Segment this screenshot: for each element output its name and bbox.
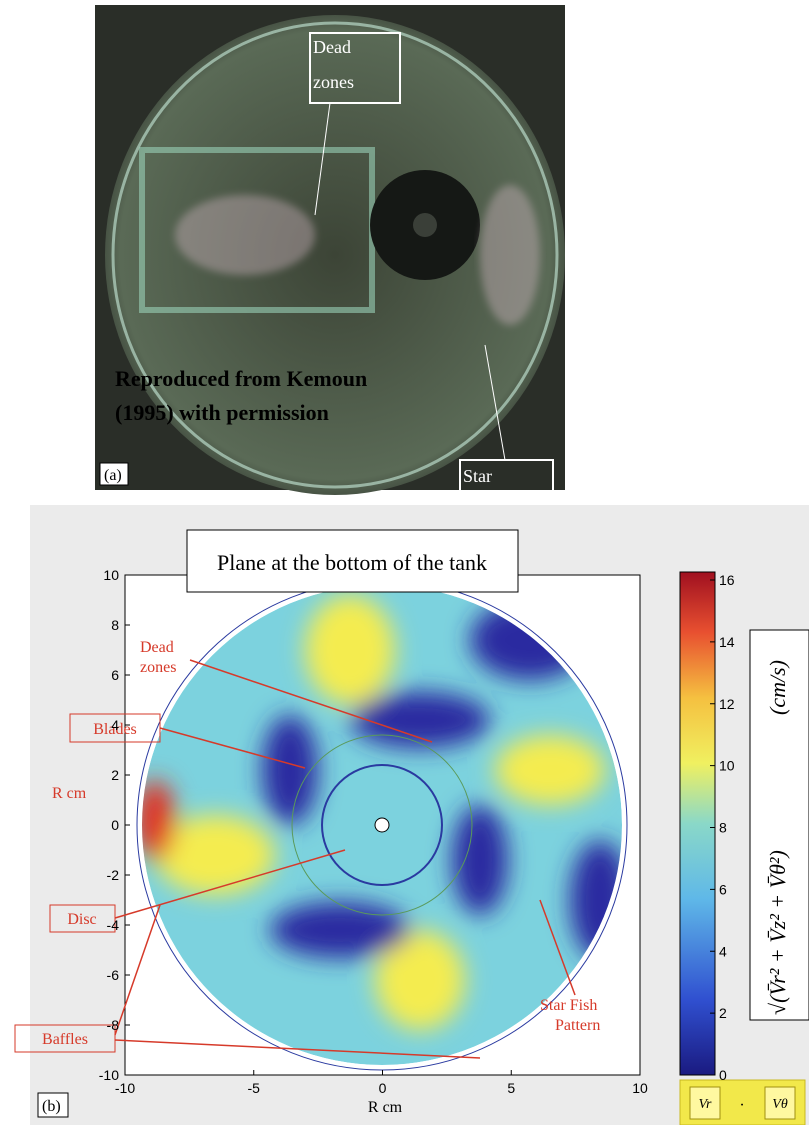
legend-vtheta: Vθ: [772, 1097, 788, 1112]
legend-vr: Vr: [699, 1097, 713, 1112]
legend-dot: ·: [739, 1097, 744, 1114]
colorbar-tick-label: 16: [719, 572, 735, 588]
annotation: zones: [140, 659, 176, 676]
colorbar-tick-label: 0: [719, 1067, 727, 1083]
y-tick-label: 0: [111, 817, 119, 833]
y-tick-label: -2: [107, 867, 120, 883]
colorbar-tick-label: 8: [719, 820, 727, 836]
credit: (1995) with permission: [115, 400, 329, 425]
y-tick-label: 4: [111, 717, 119, 733]
y-tick-label: 8: [111, 617, 119, 633]
y-tick-label: 6: [111, 667, 119, 683]
colorbar: [680, 572, 715, 1075]
photo-panel: (a) Dead zones Star Fish Reproduced from…: [95, 5, 565, 530]
annotation: Disc: [67, 911, 96, 928]
credit: Reproduced from Kemoun: [115, 366, 367, 391]
y-tick-label: -10: [99, 1067, 119, 1083]
y-tick-label: 2: [111, 767, 119, 783]
annotation: Baffles: [42, 1031, 88, 1048]
y-axis-label: R cm: [52, 785, 87, 802]
y-tick-label: -8: [107, 1017, 120, 1033]
colorbar-tick-label: 6: [719, 881, 727, 897]
panel-label: (a): [104, 467, 122, 484]
figure: (a) Dead zones Star Fish Reproduced from…: [0, 0, 809, 1125]
dead-zones-label: zones: [313, 72, 354, 92]
annotation: Dead: [140, 639, 174, 656]
colorbar-unit: (cm/s): [765, 660, 790, 715]
x-axis-label: R cm: [368, 1099, 403, 1116]
plot-title: Plane at the bottom of the tank: [217, 550, 487, 575]
y-tick-label: 10: [103, 567, 119, 583]
plot-panel: Plane at the bottom of the tank Dead zon…: [15, 505, 809, 1125]
page: {"panel_a":{"label":"(a)","dead_zones":[…: [0, 0, 809, 1125]
x-tick-label: -5: [248, 1080, 261, 1096]
colorbar-formula: √(V̄r² + V̄z² + V̄θ²): [765, 850, 790, 1015]
colorbar-tick-label: 12: [719, 696, 735, 712]
dead-zones-label: Dead: [313, 37, 351, 57]
colorbar-tick-label: 2: [719, 1005, 727, 1021]
colorbar-tick-label: 4: [719, 943, 727, 959]
y-tick-label: -6: [107, 967, 120, 983]
annotation: Pattern: [555, 1017, 600, 1034]
annotation: Star Fish: [540, 997, 597, 1014]
star-fish-label: Star: [463, 466, 492, 486]
x-tick-label: 10: [632, 1080, 648, 1096]
panel-label: (b): [42, 1098, 61, 1115]
x-tick-label: 0: [379, 1080, 387, 1096]
x-tick-label: 5: [507, 1080, 515, 1096]
y-tick-label: -4: [107, 917, 120, 933]
colorbar-tick-label: 10: [719, 758, 735, 774]
colorbar-tick-label: 14: [719, 634, 735, 650]
